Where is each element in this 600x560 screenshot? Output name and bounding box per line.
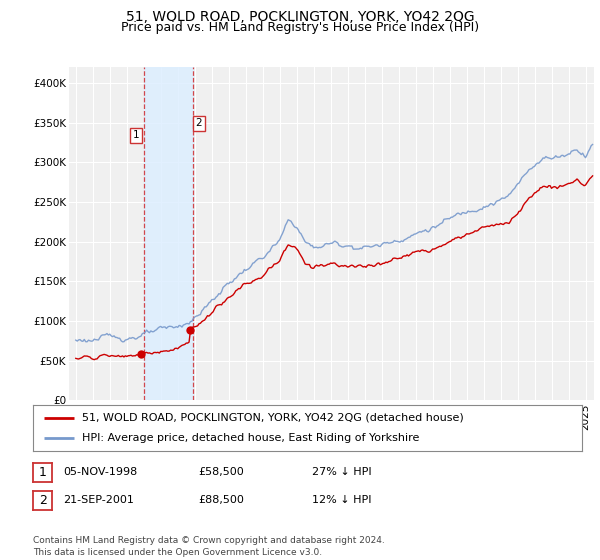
Text: 2: 2 xyxy=(196,118,202,128)
Text: £88,500: £88,500 xyxy=(198,495,244,505)
Text: 51, WOLD ROAD, POCKLINGTON, YORK, YO42 2QG: 51, WOLD ROAD, POCKLINGTON, YORK, YO42 2… xyxy=(125,10,475,24)
Text: 1: 1 xyxy=(38,466,47,479)
Text: 12% ↓ HPI: 12% ↓ HPI xyxy=(312,495,371,505)
Text: HPI: Average price, detached house, East Riding of Yorkshire: HPI: Average price, detached house, East… xyxy=(82,433,420,443)
Text: 21-SEP-2001: 21-SEP-2001 xyxy=(63,495,134,505)
Text: 51, WOLD ROAD, POCKLINGTON, YORK, YO42 2QG (detached house): 51, WOLD ROAD, POCKLINGTON, YORK, YO42 2… xyxy=(82,413,464,423)
Text: Contains HM Land Registry data © Crown copyright and database right 2024.
This d: Contains HM Land Registry data © Crown c… xyxy=(33,536,385,557)
Text: 05-NOV-1998: 05-NOV-1998 xyxy=(63,467,137,477)
Text: 27% ↓ HPI: 27% ↓ HPI xyxy=(312,467,371,477)
Text: 1: 1 xyxy=(133,130,139,141)
Bar xyxy=(144,67,193,400)
Text: 2: 2 xyxy=(38,494,47,507)
Text: £58,500: £58,500 xyxy=(198,467,244,477)
Text: Price paid vs. HM Land Registry's House Price Index (HPI): Price paid vs. HM Land Registry's House … xyxy=(121,21,479,34)
